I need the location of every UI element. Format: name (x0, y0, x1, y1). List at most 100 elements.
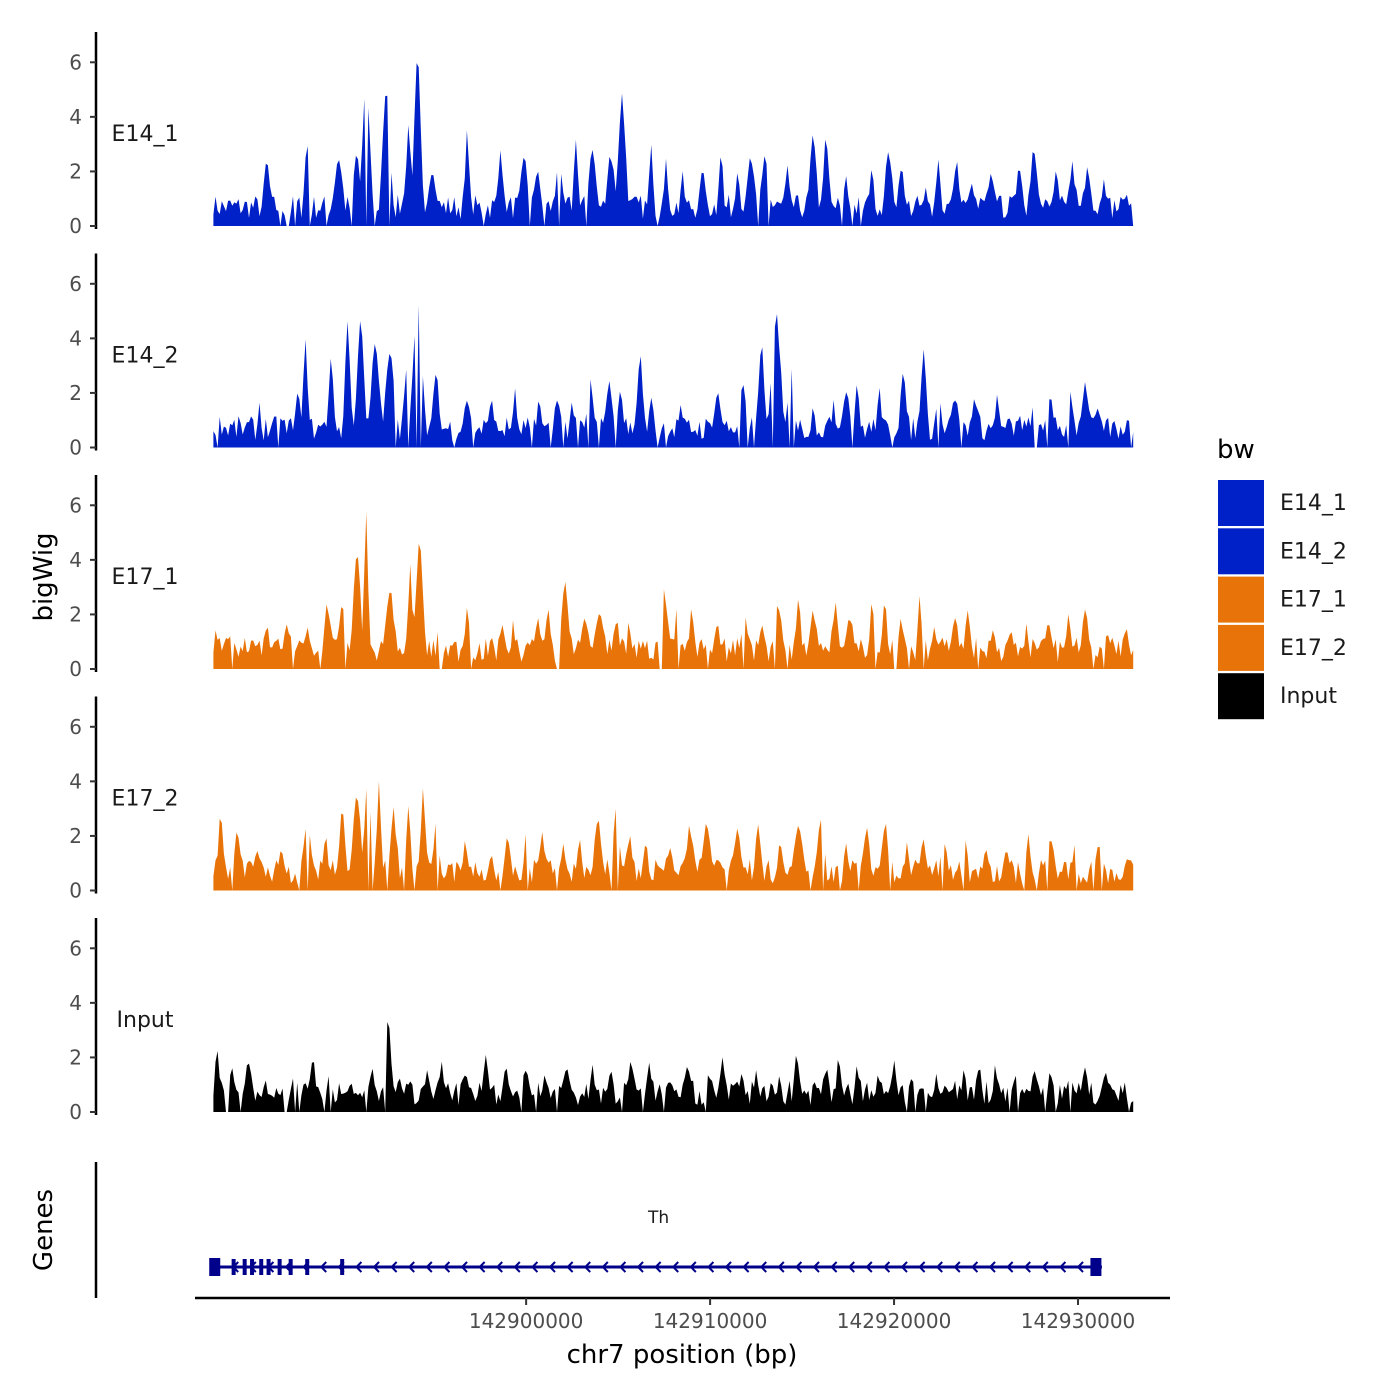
y-tick-label: 2 (69, 1045, 82, 1069)
x-axis: 142900000 142910000 142920000 142930000 chr… (195, 1296, 1170, 1370)
gene-exon (259, 1259, 264, 1275)
coverage-area (213, 1022, 1134, 1112)
y-tick-label: 6 (69, 272, 82, 296)
track-E17_1: 0 2 4 6 E17_1 (69, 475, 1134, 681)
strand-arrow (900, 1261, 908, 1273)
legend-entries: E14_1 E14_2 E17_1 E17_2 Input (1218, 480, 1347, 720)
y-tick-label: 4 (69, 548, 82, 572)
legend: bw E14_1 E14_2 E17_1 E17_2 Input (1217, 435, 1347, 720)
strand-arrow (495, 1261, 503, 1273)
legend-entry: Input (1218, 673, 1337, 720)
strand-arrow (583, 1261, 591, 1273)
strand-arrow (654, 1261, 662, 1273)
x-tick-label: 142910000 (653, 1309, 768, 1333)
legend-label: E14_2 (1280, 539, 1347, 564)
strand-arrow (689, 1261, 697, 1273)
gene-exon (250, 1259, 255, 1275)
strand-arrow (777, 1261, 785, 1273)
strand-arrow (812, 1261, 820, 1273)
strand-arrow (953, 1261, 961, 1273)
strand-arrow (548, 1261, 556, 1273)
track-label: E14_1 (112, 122, 179, 147)
strand-arrow (742, 1261, 750, 1273)
legend-swatch (1218, 624, 1264, 671)
strand-arrow (425, 1261, 433, 1273)
legend-label: E14_1 (1280, 491, 1347, 516)
legend-label: E17_1 (1280, 588, 1347, 613)
strand-arrow (1006, 1261, 1014, 1273)
track-label: E17_1 (112, 565, 179, 590)
x-tick-label: 142920000 (837, 1309, 952, 1333)
strand-arrow (531, 1261, 539, 1273)
coverage-area (213, 305, 1134, 448)
y-tick-label: 0 (69, 436, 82, 460)
y-tick-label: 2 (69, 381, 82, 405)
strand-arrow (407, 1261, 415, 1273)
y-tick-label: 2 (69, 159, 82, 183)
strand-arrow (847, 1261, 855, 1273)
gene-exon (209, 1258, 221, 1276)
y-tick-label: 4 (69, 326, 82, 350)
strand-arrow (707, 1261, 715, 1273)
strand-arrow (636, 1261, 644, 1273)
strand-arrow (988, 1261, 996, 1273)
y-tick-label: 4 (69, 105, 82, 129)
legend-swatch (1218, 528, 1264, 575)
strand-arrow (566, 1261, 574, 1273)
y-tick-label: 6 (69, 936, 82, 960)
y-tick-label: 4 (69, 769, 82, 793)
coverage-area (213, 512, 1134, 669)
coverage-area (213, 63, 1134, 226)
y-tick-label: 0 (69, 879, 82, 903)
y-tick-label: 0 (69, 657, 82, 681)
strand-arrow (601, 1261, 609, 1273)
gene-name-label: Th (647, 1208, 669, 1228)
gene-exon (288, 1259, 293, 1275)
strand-arrow (390, 1261, 398, 1273)
strand-arrow (671, 1261, 679, 1273)
track-E14_1: 0 2 4 6 E14_1 (69, 32, 1134, 238)
strand-arrow (619, 1261, 627, 1273)
y-axis-title: bigWig (29, 532, 59, 621)
y-tick-label: 6 (69, 50, 82, 74)
legend-title: bw (1217, 435, 1255, 465)
y-tick-label: 2 (69, 602, 82, 626)
strand-arrow (1076, 1261, 1084, 1273)
gene-exon (266, 1259, 271, 1275)
gene-exon (242, 1259, 247, 1275)
track-label: E14_2 (112, 344, 179, 369)
strand-arrow (795, 1261, 803, 1273)
gene-exon (340, 1259, 345, 1275)
strand-arrow (513, 1261, 521, 1273)
y-tick-label: 6 (69, 715, 82, 739)
track-E17_2: 0 2 4 6 E17_2 (69, 696, 1134, 903)
legend-swatch (1218, 480, 1264, 526)
x-tick-label: 142930000 (1021, 1309, 1136, 1333)
legend-entry: E17_2 (1218, 624, 1347, 671)
strand-arrow (918, 1261, 926, 1273)
y-tick-label: 4 (69, 991, 82, 1015)
x-ticks: 142900000 142910000 142920000 142930000 (469, 1298, 1135, 1333)
track-E14_2: 0 2 4 6 E14_2 (69, 253, 1134, 460)
bigwig-tracks: 0 2 4 6 E14_1 0 2 4 6 E14_2 0 2 4 6 E17_1 0 2 4 6 E17_2 0 2 4 6… (69, 32, 1134, 1124)
legend-label: Input (1280, 684, 1337, 709)
strand-arrow (478, 1261, 486, 1273)
strand-arrow (355, 1261, 363, 1273)
strand-arrow (830, 1261, 838, 1273)
legend-entry: E14_2 (1218, 528, 1347, 575)
strand-arrow (319, 1261, 327, 1273)
strand-arrow (460, 1261, 468, 1273)
legend-swatch (1218, 576, 1264, 623)
gene-exon (1090, 1258, 1102, 1276)
strand-arrow (883, 1261, 891, 1273)
y-tick-label: 6 (69, 493, 82, 517)
strand-arrow (1059, 1261, 1067, 1273)
y-tick-label: 0 (69, 214, 82, 238)
strand-arrow (971, 1261, 979, 1273)
strand-arrow (865, 1261, 873, 1273)
strand-arrow (443, 1261, 451, 1273)
gene-models: Th (209, 1208, 1102, 1276)
strand-arrow (372, 1261, 380, 1273)
legend-entry: E14_1 (1218, 480, 1347, 526)
